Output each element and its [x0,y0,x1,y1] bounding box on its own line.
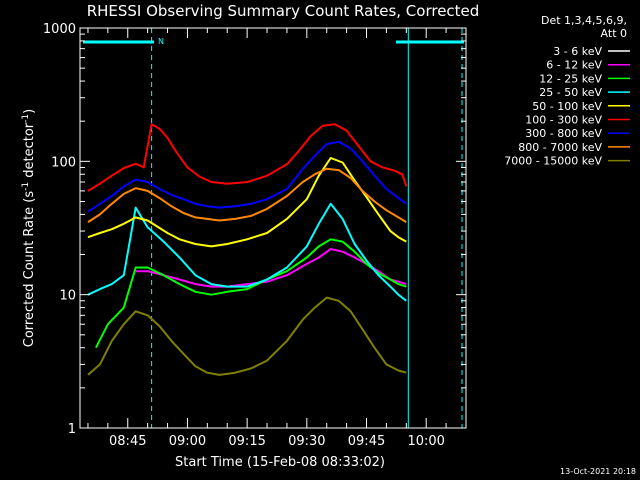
timestamp: 13-Oct-2021 20:18 [560,467,636,476]
y-tick-label: 1000 [43,22,76,37]
series-line [95,238,407,349]
legend-entry: 100 - 300 keV [525,114,630,127]
legend-entry: 12 - 25 keV [539,72,630,85]
x-tick-label: 08:45 [109,434,146,449]
legend-label: 25 - 50 keV [539,86,602,99]
legend-label: 300 - 800 keV [525,127,602,140]
y-axis-label: Corrected Count Rate (s-1 detector-1) [21,109,37,347]
series-line [87,167,407,223]
series-line [87,140,407,213]
series-line [135,248,407,288]
legend-entry: 50 - 100 keV [532,100,630,113]
plot-area [80,28,463,428]
y-tick-label: 1 [68,422,76,437]
legend-header-line1: Det 1,3,4,5,6,9, [541,14,627,27]
y-tick-label: 10 [59,289,76,304]
legend-entry: 7000 - 15000 keV [504,155,630,168]
x-tick-label: 09:45 [348,434,385,449]
legend-label: 800 - 7000 keV [518,141,602,154]
night-markers [80,28,463,428]
legend-label: 12 - 25 keV [539,72,602,85]
chart-title: RHESSI Observing Summary Count Rates, Co… [87,2,480,20]
plot-frame [79,27,467,429]
legend-label: 6 - 12 keV [546,59,602,72]
legend-header-line2: Att 0 [601,27,627,40]
y-tick-label: 100 [51,155,76,170]
x-axis: 08:45 09:00 09:15 09:30 09:45 10:00 [87,28,467,449]
flag-bars: N [83,37,464,46]
x-tick-label: 09:00 [169,434,206,449]
legend-entry: 6 - 12 keV [546,59,630,72]
legend-entry: 800 - 7000 keV [518,141,630,154]
legend-entry: 300 - 800 keV [525,127,630,140]
legend-entry: 3 - 6 keV [553,45,630,58]
legend-label: 7000 - 15000 keV [504,155,602,168]
series-line [134,259,408,357]
x-axis-label: Start Time (15-Feb-08 08:33:02) [175,455,385,470]
series-line [87,123,408,192]
series-lines [87,123,408,376]
flag-label: N [158,37,164,46]
legend-entry: 25 - 50 keV [539,86,630,99]
x-tick-label: 09:30 [288,434,325,449]
x-tick-label: 10:00 [407,434,444,449]
x-tick-label: 09:15 [228,434,265,449]
legend-label: 50 - 100 keV [532,100,602,113]
y-axis: 1 10 100 1000 [43,22,466,437]
series-line [87,296,407,376]
series-line [87,157,407,248]
legend-label: 3 - 6 keV [553,45,602,58]
legend-label: 100 - 300 keV [525,114,602,127]
